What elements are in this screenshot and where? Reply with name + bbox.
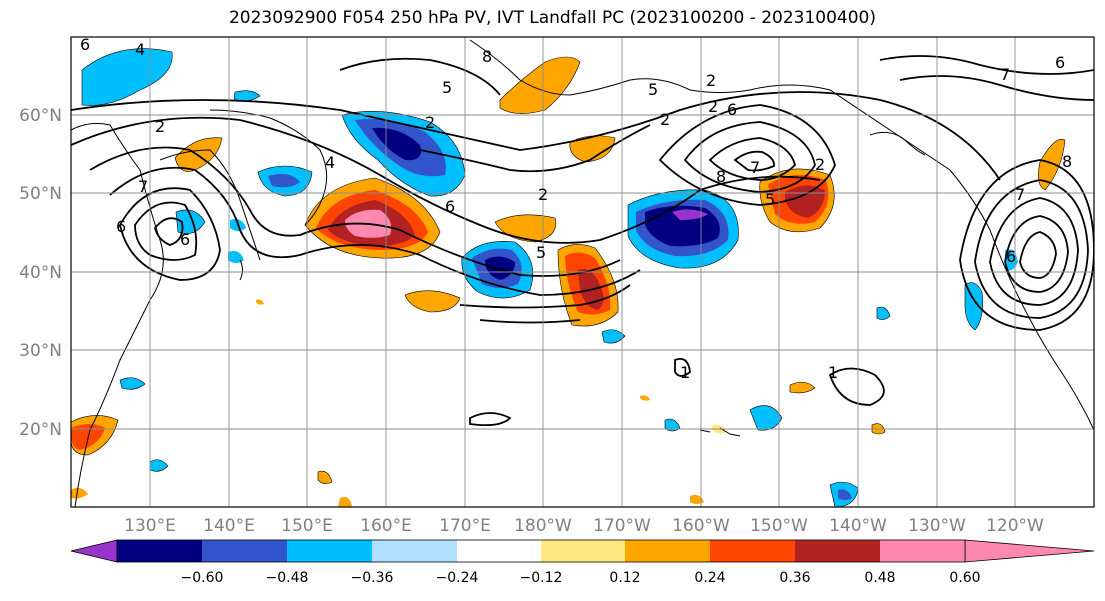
lon-label: 170°E: [439, 516, 491, 536]
colorbar-label: 0.48: [864, 570, 895, 586]
contour-label: 2: [660, 110, 670, 129]
colorbar-segment: [202, 540, 287, 562]
lat-label: 30°N: [19, 341, 62, 361]
contour-label: 1: [680, 363, 690, 382]
colorbar-extend-right: [964, 539, 1095, 563]
contour-label: 8: [716, 167, 726, 186]
contour-label: 8: [482, 47, 492, 66]
contour-label: 4: [135, 40, 145, 59]
contour-label: 6: [727, 100, 737, 119]
colorbar-label: −0.48: [266, 570, 309, 586]
colorbar: −0.60 −0.48 −0.36 −0.24 −0.12 0.12 0.24 …: [70, 539, 1095, 586]
colorbar-outline: [116, 539, 966, 563]
latitude-labels: 60°N 50°N 40°N 30°N 20°N: [19, 106, 62, 440]
colorbar-label: −0.24: [436, 570, 479, 586]
contour-labels: 6 4 2 5 2 7 6 6 4 2 6 2 5 8 2 5 2 6 7 8 …: [80, 35, 1072, 382]
contour-label: 5: [536, 243, 546, 262]
lon-label: 130°E: [124, 516, 176, 536]
contour-label: 8: [1062, 152, 1072, 171]
contour-label: 4: [325, 153, 335, 172]
graticule: [71, 37, 1094, 507]
colorbar-segment: [795, 540, 880, 562]
colorbar-label: −0.12: [520, 570, 563, 586]
lon-label: 150°E: [281, 516, 333, 536]
lon-label: 140°E: [203, 516, 255, 536]
contour-label: 2: [815, 155, 825, 174]
map-area: 6 4 2 5 2 7 6 6 4 2 6 2 5 8 2 5 2 6 7 8 …: [71, 35, 1094, 507]
longitude-labels: 130°E 140°E 150°E 160°E 170°E 180°W 170°…: [124, 516, 1044, 536]
contour-label: 6: [180, 230, 190, 249]
colorbar-segment: [372, 540, 457, 562]
contour-label: 7: [1015, 185, 1025, 204]
map-title: 2023092900 F054 250 hPa PV, IVT Landfall…: [228, 8, 876, 28]
colorbar-extend-left: [70, 539, 118, 563]
colorbar-segment: [541, 540, 625, 562]
colorbar-label: 0.24: [694, 570, 725, 586]
colorbar-label: 0.36: [779, 570, 810, 586]
colorbar-segment: [457, 540, 541, 562]
contour-label: 7: [138, 177, 148, 196]
lon-label: 130°W: [908, 516, 966, 536]
contour-label: 2: [708, 97, 718, 116]
colorbar-segment: [710, 540, 795, 562]
contour-label: 2: [538, 185, 548, 204]
colorbar-label: 0.60: [949, 570, 980, 586]
contour-label: 5: [765, 190, 775, 209]
contour-label: 1: [828, 363, 838, 382]
contour-label: 6: [1006, 247, 1016, 266]
contour-label: 2: [425, 113, 435, 132]
lon-label: 160°E: [360, 516, 412, 536]
contour-label: 6: [1055, 53, 1065, 72]
lat-label: 50°N: [19, 184, 62, 204]
lon-label: 140°W: [829, 516, 887, 536]
colorbar-segment: [287, 540, 372, 562]
map-frame: [70, 36, 1095, 508]
lon-label: 160°W: [672, 516, 730, 536]
lon-label: 150°W: [750, 516, 808, 536]
contour-label: 2: [155, 117, 165, 136]
colorbar-segment: [880, 540, 965, 562]
lat-label: 40°N: [19, 263, 62, 283]
contour-label: 7: [1000, 65, 1010, 84]
contour-label: 5: [442, 78, 452, 97]
colorbar-label: −0.60: [181, 570, 224, 586]
colorbar-label: 0.12: [609, 570, 640, 586]
lon-label: 180°W: [514, 516, 572, 536]
contour-label: 6: [116, 217, 126, 236]
contour-label: 5: [648, 80, 658, 99]
colorbar-segment: [625, 540, 710, 562]
contour-label: 2: [706, 71, 716, 90]
colorbar-segment: [117, 540, 202, 562]
lat-label: 60°N: [19, 106, 62, 126]
contour-label: 6: [445, 197, 455, 216]
lon-label: 170°W: [593, 516, 651, 536]
shading-layer: [71, 48, 1066, 507]
lon-label: 120°W: [986, 516, 1044, 536]
colorbar-label: −0.36: [351, 570, 394, 586]
contour-label: 7: [750, 158, 760, 177]
lat-label: 20°N: [19, 420, 62, 440]
contour-label: 6: [80, 35, 90, 54]
